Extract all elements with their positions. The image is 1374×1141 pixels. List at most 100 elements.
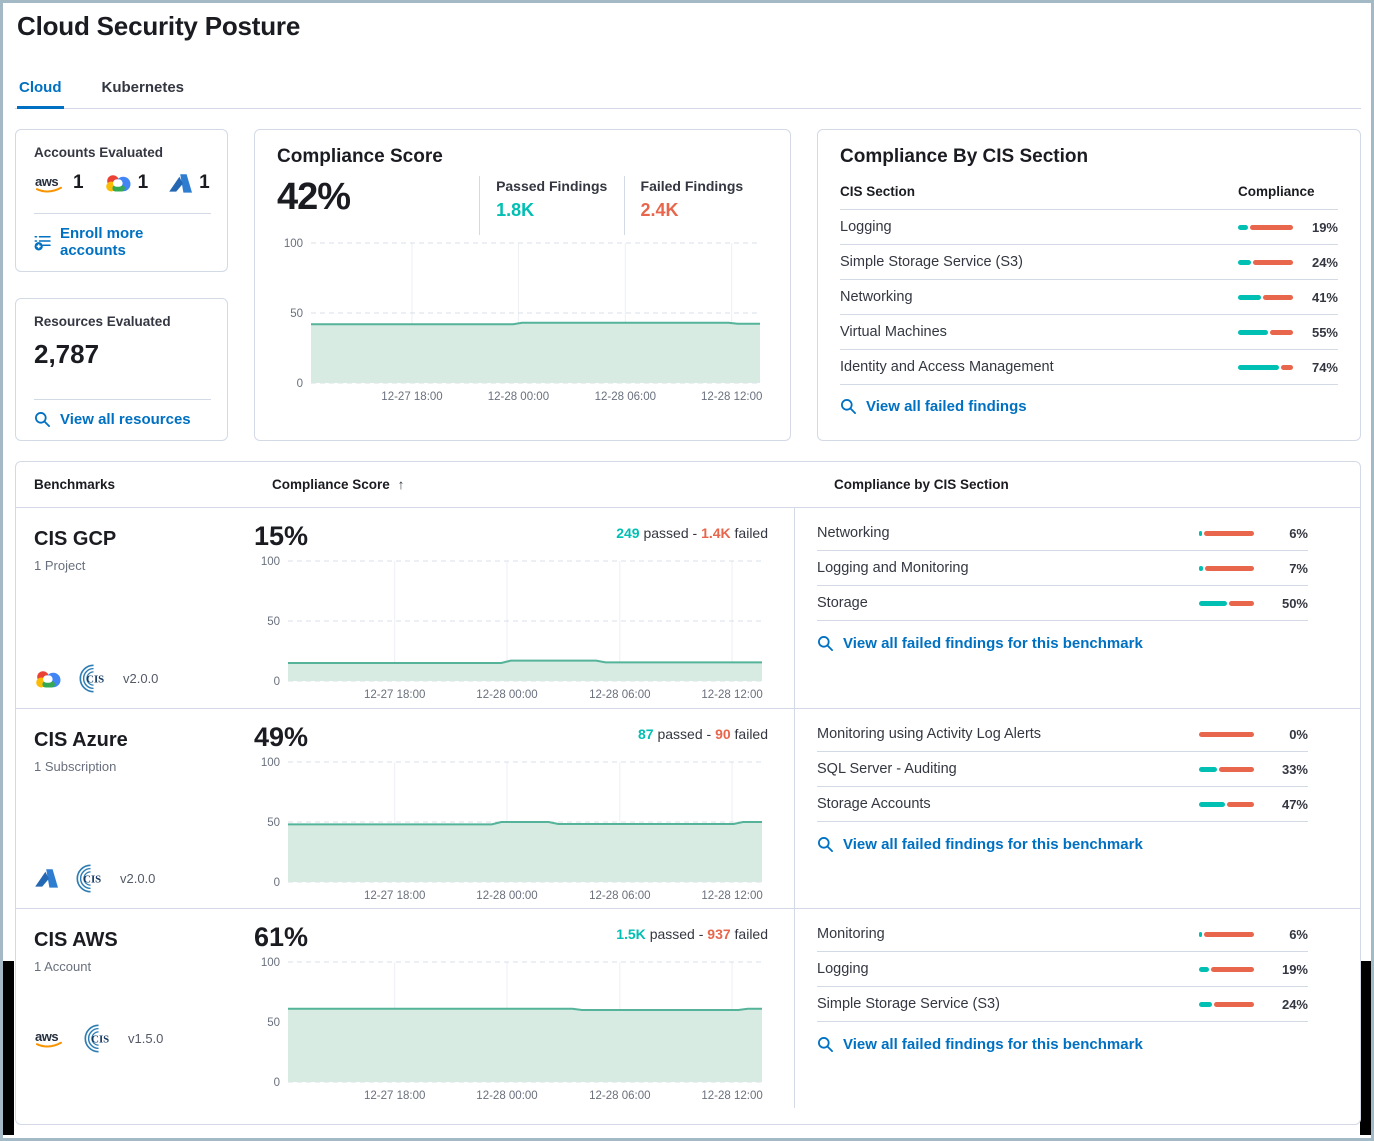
- benchmark-score: 61%: [254, 922, 309, 952]
- view-all-failed-findings-link[interactable]: View all failed findings: [840, 398, 1027, 415]
- gcp-count: 1: [137, 172, 149, 193]
- view-benchmark-findings-link[interactable]: View all failed findings for this benchm…: [817, 836, 1143, 853]
- resources-evaluated-card: Resources Evaluated 2,787 View all resou…: [15, 298, 228, 441]
- cis-section-name: Virtual Machines: [840, 324, 947, 340]
- svg-text:CIS: CIS: [83, 873, 101, 885]
- benchmark-name: CIS GCP: [34, 528, 117, 550]
- enroll-more-accounts-label: Enroll more accounts: [60, 225, 144, 259]
- compliance-score-column-header[interactable]: Compliance Score ↑: [272, 477, 812, 492]
- benchmark-section-row: Storage 50%: [817, 586, 1308, 621]
- background-gap-right: [1360, 961, 1371, 1135]
- passed-failed-summary: 87 passed - 90 failed: [638, 726, 768, 742]
- passed-failed-summary: 249 passed - 1.4K failed: [616, 525, 768, 541]
- divider: [34, 213, 211, 214]
- compliance-mini-bar: [1199, 766, 1254, 772]
- tab-bar: Cloud Kubernetes: [15, 69, 1361, 109]
- svg-text:12-28 00:00: 12-28 00:00: [476, 689, 537, 701]
- page-title: Cloud Security Posture: [17, 11, 301, 41]
- search-icon: [840, 398, 857, 415]
- benchmark-section-row: Networking 6%: [817, 516, 1308, 551]
- tab-kubernetes[interactable]: Kubernetes: [101, 79, 185, 96]
- benchmark-trend-chart: 0 50 100 12-27 18:00 12-28 00:00 12-28 06:00 1…: [254, 756, 770, 904]
- svg-text:CIS: CIS: [91, 1033, 109, 1045]
- svg-text:12-28 00:00: 12-28 00:00: [476, 890, 537, 902]
- svg-text:12-28 12:00: 12-28 12:00: [701, 890, 762, 902]
- compliance-pct: 55%: [1311, 324, 1338, 340]
- svg-text:12-28 00:00: 12-28 00:00: [476, 1090, 537, 1102]
- compliance-mini-bar: [1199, 600, 1254, 606]
- failed-count: 1.4K: [701, 525, 731, 541]
- benchmark-section-row: Monitoring 6%: [817, 917, 1308, 952]
- accounts-evaluated-card: Accounts Evaluated aws 1 1 1: [15, 129, 228, 272]
- compliance-by-cis-title: Compliance By CIS Section: [840, 146, 1089, 167]
- compliance-mini-bar: [1238, 364, 1293, 370]
- benchmarks-column-header: Benchmarks: [34, 477, 116, 492]
- svg-text:12-27 18:00: 12-27 18:00: [364, 689, 425, 701]
- enroll-more-accounts-link[interactable]: Enroll more accounts: [34, 225, 211, 259]
- cis-section-row: Simple Storage Service (S3) 24%: [840, 245, 1338, 280]
- azure-logo-icon: [168, 173, 193, 194]
- compliance-trend-chart: 0 50 100 12-27 18:00 12-28 00:00 12-28 06:00 1…: [277, 237, 768, 405]
- svg-text:12-27 18:00: 12-27 18:00: [381, 391, 442, 403]
- view-benchmark-findings-link[interactable]: View all failed findings for this benchm…: [817, 1036, 1143, 1053]
- failed-count: 937: [707, 926, 731, 942]
- compliance-pct: 47%: [1281, 796, 1308, 812]
- gcp-logo-icon: [104, 172, 132, 194]
- benchmark-version: v1.5.0: [128, 1031, 164, 1046]
- svg-text:12-28 12:00: 12-28 12:00: [701, 1090, 762, 1102]
- compliance-pct: 24%: [1311, 254, 1338, 270]
- view-benchmark-findings-label: View all failed findings for this benchm…: [843, 635, 1143, 652]
- benchmark-version: v2.0.0: [120, 871, 156, 886]
- view-benchmark-findings-label: View all failed findings for this benchm…: [843, 1036, 1143, 1053]
- view-benchmark-findings-label: View all failed findings for this benchm…: [843, 836, 1143, 853]
- benchmark-section-row: Storage Accounts 47%: [817, 787, 1308, 822]
- benchmark-row-cis-gcp: CIS GCP 1 Project CIS v2.0.0 15% 249 pas…: [16, 508, 1360, 708]
- view-all-resources-label: View all resources: [60, 411, 191, 428]
- svg-text:0: 0: [274, 676, 280, 688]
- gcp-account-count: 1: [104, 172, 149, 194]
- compliance-mini-bar: [1199, 530, 1254, 536]
- cis-section-name: Storage Accounts: [817, 796, 931, 812]
- compliance-mini-bar: [1199, 966, 1254, 972]
- cis-section-row: Networking 41%: [840, 280, 1338, 315]
- benchmark-section-row: Logging 19%: [817, 952, 1308, 987]
- compliance-mini-bar: [1199, 1001, 1254, 1007]
- svg-text:0: 0: [274, 877, 280, 889]
- compliance-mini-bar: [1199, 731, 1254, 737]
- svg-text:100: 100: [261, 957, 280, 969]
- passed-findings-stat: Passed Findings 1.8K: [479, 176, 623, 235]
- view-benchmark-findings-link[interactable]: View all failed findings for this benchm…: [817, 635, 1143, 652]
- failed-findings-stat: Failed Findings 2.4K: [623, 176, 768, 235]
- svg-text:50: 50: [267, 1017, 280, 1029]
- compliance-score-title: Compliance Score: [277, 146, 443, 167]
- compliance-pct: 19%: [1281, 961, 1308, 977]
- compliance-pct: 33%: [1281, 761, 1308, 777]
- cis-sections-column-header: Compliance by CIS Section: [834, 477, 1009, 492]
- benchmark-trend-chart: 0 50 100 12-27 18:00 12-28 00:00 12-28 06:00 1…: [254, 956, 770, 1104]
- svg-text:100: 100: [261, 556, 280, 568]
- gcp-logo-icon: [34, 668, 62, 690]
- cis-logo-icon: CIS: [77, 663, 108, 694]
- cis-section-name: SQL Server - Auditing: [817, 761, 957, 777]
- view-all-resources-link[interactable]: View all resources: [34, 411, 211, 428]
- tab-cloud[interactable]: Cloud: [17, 69, 64, 109]
- benchmark-row-cis-azure: CIS Azure 1 Subscription CIS v2.0.0 49% …: [16, 708, 1360, 908]
- svg-text:12-28 06:00: 12-28 06:00: [595, 391, 656, 403]
- svg-text:100: 100: [284, 238, 303, 250]
- failed-findings-value: 2.4K: [640, 200, 679, 220]
- cis-section-name: Simple Storage Service (S3): [840, 254, 1023, 270]
- cis-section-name: Logging: [840, 219, 892, 235]
- cis-logo-icon: CIS: [74, 863, 105, 894]
- svg-text:12-28 12:00: 12-28 12:00: [701, 689, 762, 701]
- compliance-score-header-label: Compliance Score: [272, 477, 390, 492]
- svg-text:0: 0: [297, 378, 303, 390]
- add-accounts-icon: [34, 234, 51, 251]
- cis-section-name: Monitoring using Activity Log Alerts: [817, 726, 1042, 742]
- aws-count: 1: [73, 172, 84, 193]
- search-icon: [34, 411, 51, 428]
- compliance-mini-bar: [1199, 801, 1254, 807]
- benchmark-subtitle: 1 Account: [34, 959, 92, 974]
- svg-text:12-28 06:00: 12-28 06:00: [589, 890, 650, 902]
- search-icon: [817, 635, 834, 652]
